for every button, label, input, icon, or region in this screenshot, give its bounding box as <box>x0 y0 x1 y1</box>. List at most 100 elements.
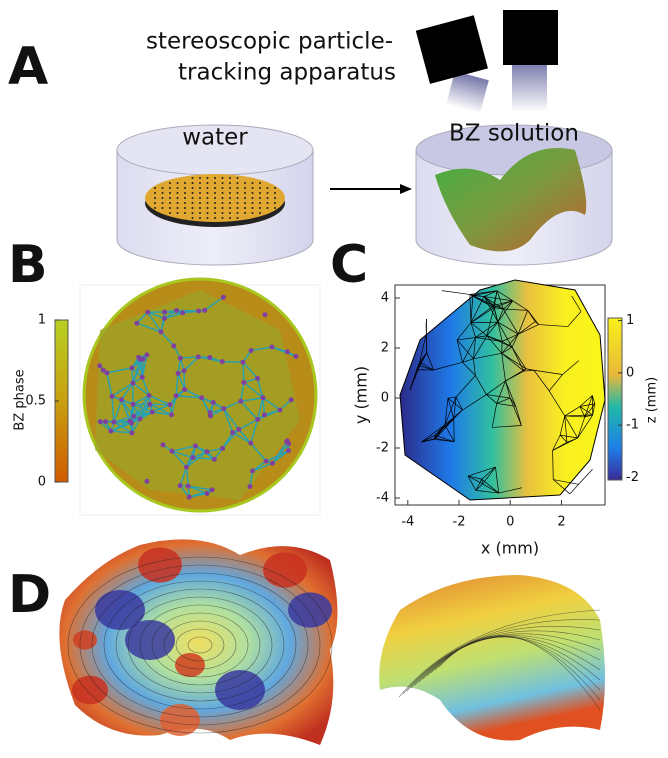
particle <box>196 354 201 359</box>
particle <box>259 207 261 209</box>
particle <box>196 308 201 313</box>
particle <box>162 197 164 199</box>
particle <box>222 207 224 209</box>
particle <box>277 407 282 412</box>
panel-label: A <box>8 37 48 97</box>
particle <box>205 449 210 454</box>
dish-label: water <box>182 125 248 151</box>
particle <box>237 197 239 199</box>
colorbar-tick-label: 0.5 <box>25 394 46 409</box>
particle <box>237 202 239 204</box>
particle <box>252 207 254 209</box>
particle <box>199 395 204 400</box>
particle <box>186 484 191 489</box>
particle <box>184 197 186 199</box>
particle <box>129 420 134 425</box>
particle <box>145 310 150 315</box>
particle <box>184 465 189 470</box>
particle <box>263 312 268 317</box>
particle <box>169 212 171 214</box>
particle <box>222 197 224 199</box>
particle <box>252 192 254 194</box>
particle <box>222 192 224 194</box>
particle <box>207 355 212 360</box>
particle <box>169 412 174 417</box>
particle <box>221 295 226 300</box>
particle <box>274 202 276 204</box>
particle <box>162 192 164 194</box>
particle <box>169 449 174 454</box>
particle <box>248 441 253 446</box>
particle <box>286 448 291 453</box>
particle <box>229 197 231 199</box>
particle <box>267 207 269 209</box>
particle <box>255 376 260 381</box>
particle <box>214 202 216 204</box>
particle <box>131 402 136 407</box>
particle <box>98 419 103 424</box>
particle <box>229 212 231 214</box>
particle <box>214 217 216 219</box>
particle <box>229 177 231 179</box>
particle <box>222 177 224 179</box>
particle <box>162 187 164 189</box>
particle <box>192 212 194 214</box>
particle <box>199 177 201 179</box>
particle <box>138 416 143 421</box>
caption-line: stereoscopic particle- <box>146 29 393 55</box>
particle <box>136 355 141 360</box>
colorbar-title: z (mm) <box>645 377 660 423</box>
particle <box>220 446 225 451</box>
particle <box>244 187 246 189</box>
camera <box>416 10 558 114</box>
particle <box>101 368 106 373</box>
particle <box>255 417 260 422</box>
colorbar-title: BZ phase <box>13 369 28 430</box>
particle <box>169 187 171 189</box>
particle <box>147 402 152 407</box>
particle <box>274 197 276 199</box>
particle <box>207 197 209 199</box>
particle <box>237 187 239 189</box>
particle <box>174 308 179 313</box>
particle <box>184 182 186 184</box>
x-tick-label: 0 <box>506 515 514 530</box>
particle <box>192 192 194 194</box>
particle <box>207 192 209 194</box>
particle <box>174 393 179 398</box>
particle <box>267 187 269 189</box>
particle <box>134 321 139 326</box>
particle <box>269 345 274 350</box>
particle <box>244 212 246 214</box>
particle <box>211 400 216 405</box>
particle <box>154 207 156 209</box>
particle <box>229 217 231 219</box>
particle <box>237 192 239 194</box>
particle <box>207 177 209 179</box>
colorbar-tick-label: -2 <box>626 470 639 485</box>
particle <box>244 197 246 199</box>
particle <box>222 202 224 204</box>
particle <box>159 329 164 334</box>
particle <box>214 197 216 199</box>
particle <box>293 354 298 359</box>
particle <box>237 182 239 184</box>
particle <box>169 197 171 199</box>
particle <box>274 207 276 209</box>
particle <box>229 207 231 209</box>
particle <box>222 182 224 184</box>
particle <box>274 187 276 189</box>
particle <box>212 457 217 462</box>
particle <box>236 427 241 432</box>
particle <box>252 202 254 204</box>
particle <box>147 393 152 398</box>
particle <box>111 420 116 425</box>
particle <box>184 207 186 209</box>
particle <box>193 443 198 448</box>
particle <box>192 217 194 219</box>
particle <box>259 192 261 194</box>
feature <box>125 620 175 660</box>
particle <box>109 394 114 399</box>
particle <box>207 207 209 209</box>
particle <box>199 197 201 199</box>
